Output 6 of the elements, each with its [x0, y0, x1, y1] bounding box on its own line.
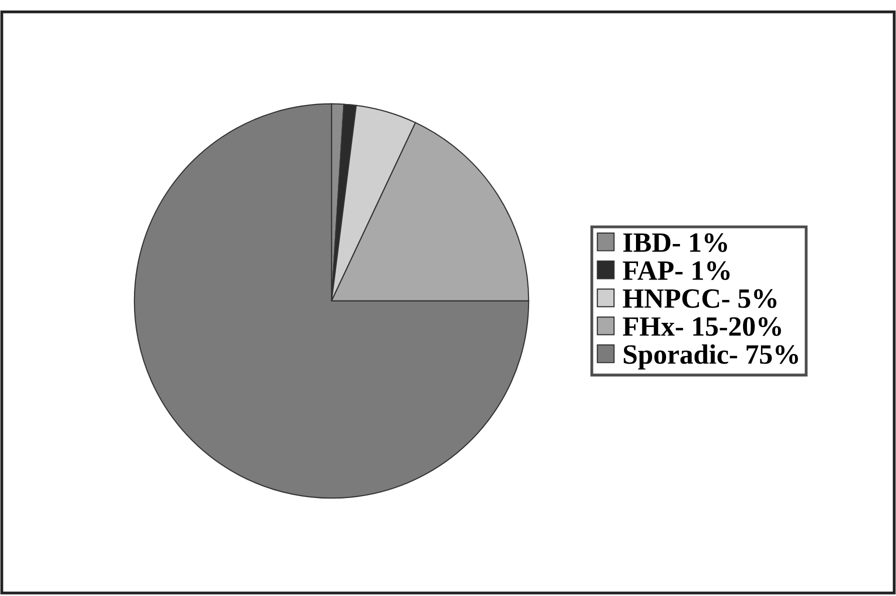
legend-label: FHx- 15-20% [622, 317, 781, 336]
legend-label: HNPCC- 5% [622, 289, 776, 308]
legend-label: FAP- 1% [622, 261, 730, 280]
pie-slice [134, 103, 530, 499]
legend-label: IBD- 1% [623, 233, 728, 252]
legend-label: Sporadic- 75% [624, 344, 798, 370]
